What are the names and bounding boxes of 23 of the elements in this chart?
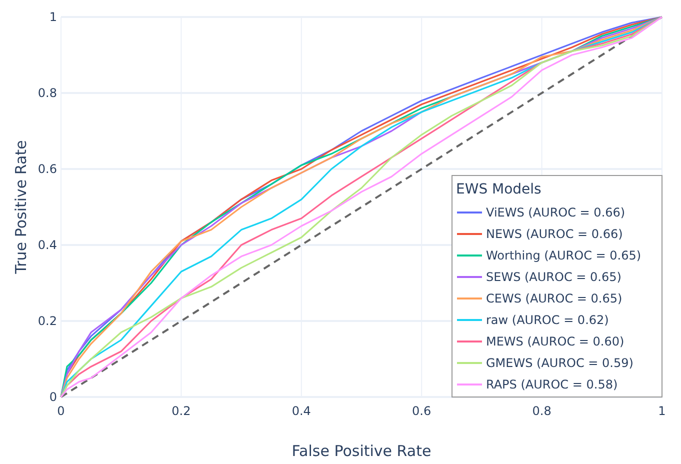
- legend-label: MEWS (AUROC = 0.60): [486, 334, 624, 348]
- legend-title: EWS Models: [456, 182, 542, 198]
- legend-label: SEWS (AUROC = 0.65): [486, 270, 622, 284]
- y-tick-label: 0: [49, 390, 57, 404]
- y-tick-label: 0.6: [38, 162, 57, 176]
- y-axis-title: True Positive Rate: [12, 140, 30, 275]
- legend-label: raw (AUROC = 0.62): [486, 313, 609, 327]
- y-tick-label: 0.8: [38, 86, 57, 100]
- x-tick-label: 0.2: [172, 404, 191, 418]
- y-tick-label: 1: [49, 10, 57, 24]
- x-tick-label: 0.4: [292, 404, 311, 418]
- x-tick-label: 0.6: [412, 404, 432, 418]
- y-tick-label: 0.4: [38, 238, 57, 252]
- legend-label: CEWS (AUROC = 0.65): [486, 292, 622, 306]
- legend-label: GMEWS (AUROC = 0.59): [486, 356, 634, 370]
- legend-label: RAPS (AUROC = 0.58): [486, 378, 618, 392]
- x-axis-title: False Positive Rate: [292, 442, 432, 460]
- legend-label: NEWS (AUROC = 0.66): [486, 227, 623, 241]
- x-tick-label: 0.8: [532, 404, 552, 418]
- y-tick-label: 0.2: [38, 314, 57, 328]
- x-tick-label: 1: [658, 404, 666, 418]
- legend-label: ViEWS (AUROC = 0.66): [486, 206, 626, 220]
- legend-label: Worthing (AUROC = 0.65): [486, 248, 642, 262]
